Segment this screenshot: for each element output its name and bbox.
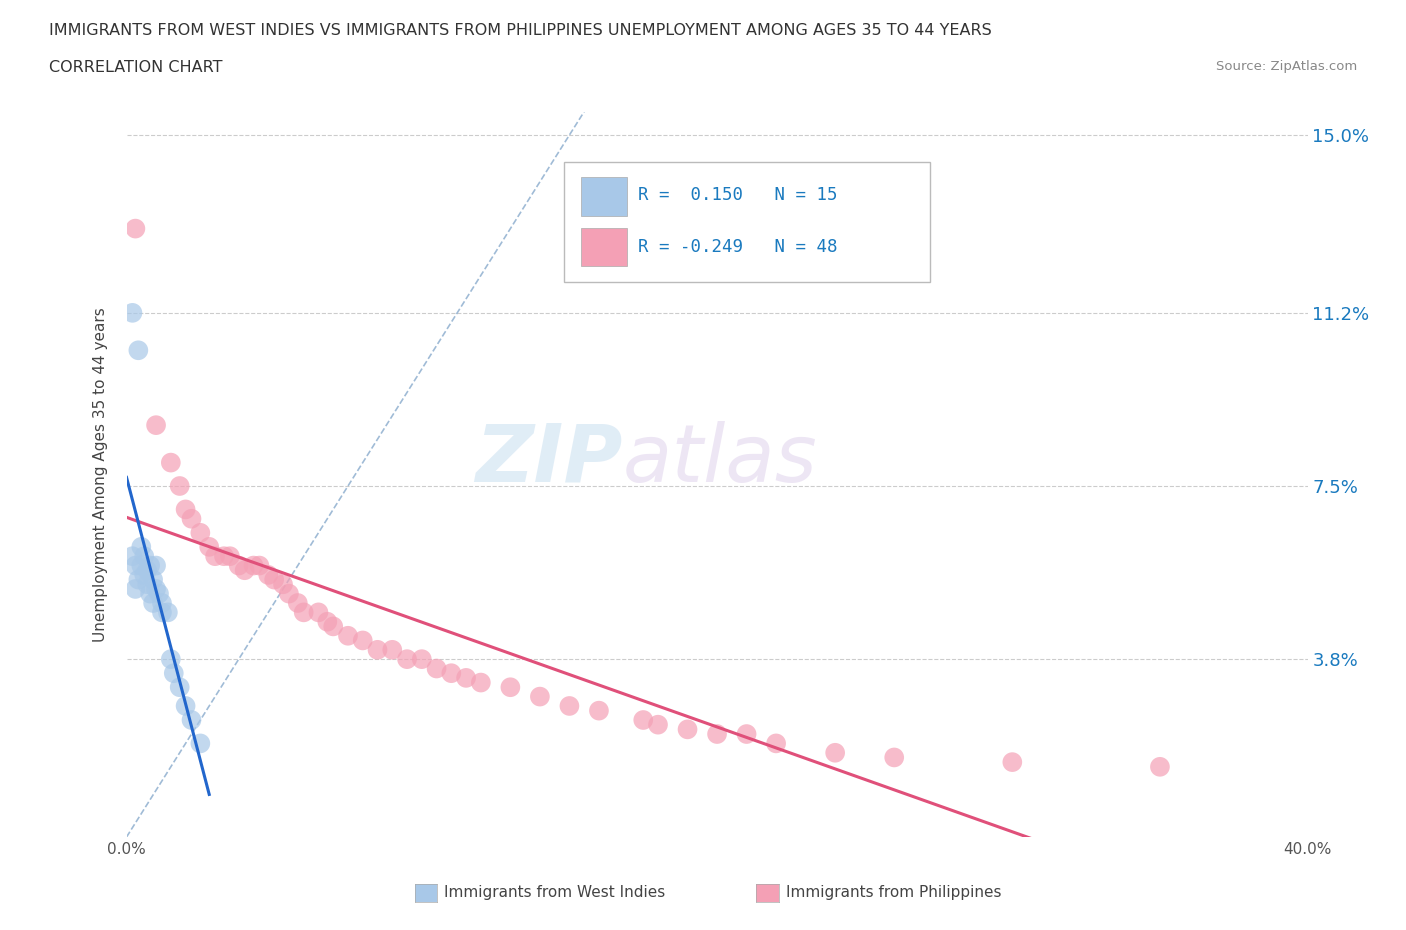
Point <box>150 595 173 610</box>
Point <box>824 745 846 760</box>
Point <box>308 604 330 619</box>
Point <box>145 558 167 573</box>
Point <box>121 305 143 320</box>
Point <box>198 539 221 554</box>
Point <box>148 586 170 601</box>
Text: Immigrants from West Indies: Immigrants from West Indies <box>444 885 665 900</box>
Point <box>1001 754 1024 769</box>
Point <box>169 479 191 494</box>
Text: IMMIGRANTS FROM WEST INDIES VS IMMIGRANTS FROM PHILIPPINES UNEMPLOYMENT AMONG AG: IMMIGRANTS FROM WEST INDIES VS IMMIGRANT… <box>49 23 993 38</box>
Point <box>160 455 183 470</box>
Text: Source: ZipAtlas.com: Source: ZipAtlas.com <box>1216 60 1357 73</box>
Text: ZIP: ZIP <box>475 420 623 498</box>
Y-axis label: Unemployment Among Ages 35 to 44 years: Unemployment Among Ages 35 to 44 years <box>93 307 108 642</box>
Point <box>134 567 156 582</box>
Point <box>124 558 146 573</box>
Text: R =  0.150   N = 15: R = 0.150 N = 15 <box>638 186 838 205</box>
Point <box>188 736 212 751</box>
Point <box>633 712 655 727</box>
Point <box>139 586 162 601</box>
Point <box>228 558 250 573</box>
Text: atlas: atlas <box>623 420 817 498</box>
Point <box>127 343 149 358</box>
Point <box>174 502 197 517</box>
FancyBboxPatch shape <box>564 163 929 282</box>
Point <box>735 726 758 741</box>
Point <box>233 563 256 578</box>
Point <box>322 619 344 634</box>
Point <box>456 671 478 685</box>
Point <box>425 661 447 676</box>
Point <box>676 722 699 737</box>
Point <box>129 539 153 554</box>
Point <box>142 572 165 587</box>
Point <box>145 418 167 432</box>
Point <box>271 577 294 591</box>
Point <box>160 652 183 667</box>
Point <box>257 567 280 582</box>
Point <box>180 512 202 526</box>
Point <box>647 717 669 732</box>
Point <box>204 549 226 564</box>
Point <box>124 581 146 596</box>
Point <box>136 563 159 578</box>
Point <box>136 577 159 591</box>
Point <box>440 666 463 681</box>
Point <box>249 558 271 573</box>
Point <box>411 652 433 667</box>
Point <box>337 629 360 644</box>
Point <box>396 652 419 667</box>
Point <box>134 549 156 564</box>
Point <box>1149 760 1171 775</box>
Text: R = -0.249   N = 48: R = -0.249 N = 48 <box>638 238 838 256</box>
Point <box>180 712 202 727</box>
Point <box>188 525 212 540</box>
Point <box>139 558 162 573</box>
Point <box>558 698 581 713</box>
Point <box>278 586 301 601</box>
FancyBboxPatch shape <box>581 177 627 216</box>
Point <box>219 549 242 564</box>
Point <box>706 726 728 741</box>
Point <box>381 643 404 658</box>
Point <box>367 643 389 658</box>
Point <box>156 604 179 619</box>
Point <box>529 689 551 704</box>
Point <box>174 698 197 713</box>
FancyBboxPatch shape <box>581 228 627 266</box>
Point <box>287 595 309 610</box>
Point <box>242 558 264 573</box>
Text: Immigrants from Philippines: Immigrants from Philippines <box>786 885 1001 900</box>
Point <box>129 558 153 573</box>
Point <box>163 666 186 681</box>
Point <box>145 581 167 596</box>
Point <box>588 703 610 718</box>
Point <box>127 572 149 587</box>
Text: CORRELATION CHART: CORRELATION CHART <box>49 60 222 75</box>
Point <box>150 604 173 619</box>
Point <box>316 615 339 630</box>
Point <box>292 604 315 619</box>
Point <box>883 750 905 764</box>
Point <box>124 221 146 236</box>
Point <box>352 633 374 648</box>
Point <box>499 680 522 695</box>
Point <box>169 680 191 695</box>
Point <box>121 549 143 564</box>
Point <box>212 549 235 564</box>
Point <box>765 736 787 751</box>
Point <box>142 595 165 610</box>
Point <box>470 675 492 690</box>
Point <box>263 572 285 587</box>
